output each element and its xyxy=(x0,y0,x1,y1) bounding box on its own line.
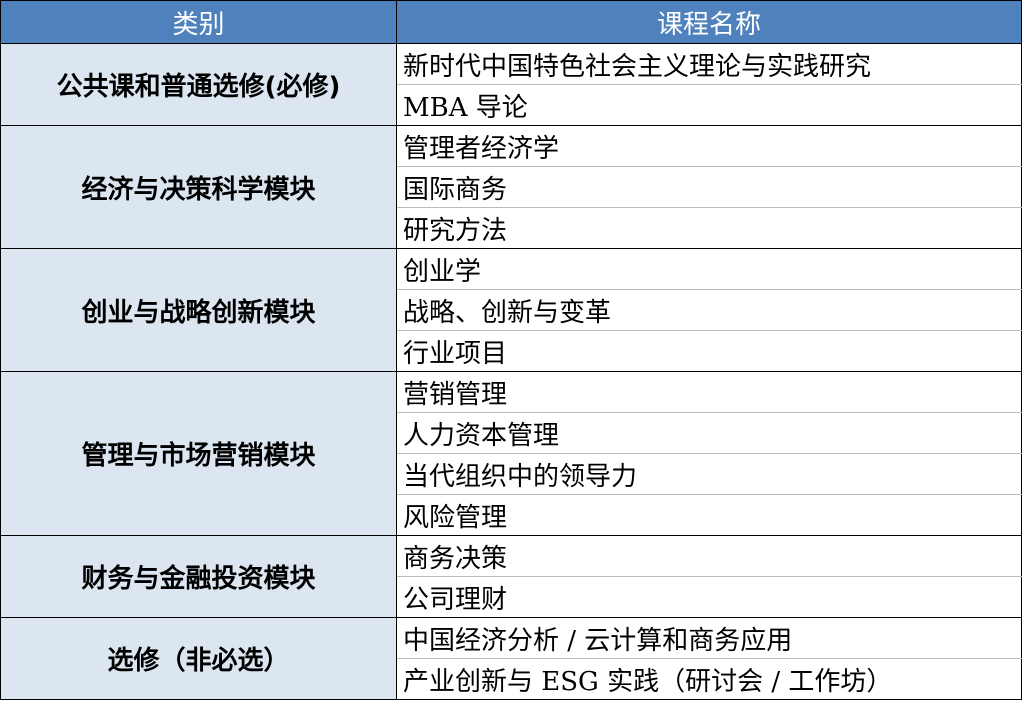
course-cell: 研究方法 xyxy=(396,207,1022,249)
course-cell: 创业学 xyxy=(396,248,1022,290)
table-row: 管理与市场营销模块 营销管理 xyxy=(0,371,1022,536)
table-row: 财务与金融投资模块 商务决策 xyxy=(0,535,1022,618)
course-cell: 战略、创新与变革 xyxy=(396,289,1022,331)
course-cell: 商务决策 xyxy=(396,535,1022,577)
table-row: 经济与决策科学模块 管理者经济学 xyxy=(0,125,1022,249)
category-cell: 创业与战略创新模块 xyxy=(0,248,397,372)
course-cell: 新时代中国特色社会主义理论与实践研究 xyxy=(396,43,1022,85)
category-cell: 选修（非必选） xyxy=(0,617,397,700)
table-row: 人力资本管理 xyxy=(1,412,1022,454)
table-row: 公共课和普通选修(必修) 新时代中国特色社会主义理论与实践研究 xyxy=(0,43,1022,126)
course-cell: 人力资本管理 xyxy=(396,412,1022,454)
course-cell: 行业项目 xyxy=(396,330,1022,372)
course-table: 类别 课程名称 公共课和普通选修(必修) 新时代中国特色社会主义理论与实践研究 MB… xyxy=(0,0,1022,700)
category-cell: 管理与市场营销模块 xyxy=(0,371,397,536)
course-cell: 风险管理 xyxy=(396,494,1022,536)
category-cell: 公共课和普通选修(必修) xyxy=(0,43,397,126)
table-row: 研究方法 xyxy=(1,207,1022,249)
course-cell: MBA 导论 xyxy=(396,84,1022,126)
course-cell: 当代组织中的领导力 xyxy=(396,453,1022,495)
category-cell: 经济与决策科学模块 xyxy=(0,125,397,249)
table-row: 选修（非必选） 中国经济分析 / 云计算和商务应用 xyxy=(0,617,1022,700)
course-cell: 营销管理 xyxy=(396,371,1022,413)
course-cell: 公司理财 xyxy=(396,576,1022,618)
table-row: 产业创新与 ESG 实践（研讨会 / 工作坊） xyxy=(1,658,1022,700)
table-row: MBA 导论 xyxy=(1,84,1022,126)
course-cell: 产业创新与 ESG 实践（研讨会 / 工作坊） xyxy=(396,658,1022,700)
header-category: 类别 xyxy=(0,0,397,44)
category-cell: 财务与金融投资模块 xyxy=(0,535,397,618)
table-row: 国际商务 xyxy=(1,166,1022,208)
course-cell: 管理者经济学 xyxy=(396,125,1022,167)
course-cell: 中国经济分析 / 云计算和商务应用 xyxy=(396,617,1022,659)
course-cell: 国际商务 xyxy=(396,166,1022,208)
table-row: 创业与战略创新模块 创业学 xyxy=(0,248,1022,372)
header-row: 类别 课程名称 xyxy=(0,0,1022,44)
header-course: 课程名称 xyxy=(396,0,1022,44)
